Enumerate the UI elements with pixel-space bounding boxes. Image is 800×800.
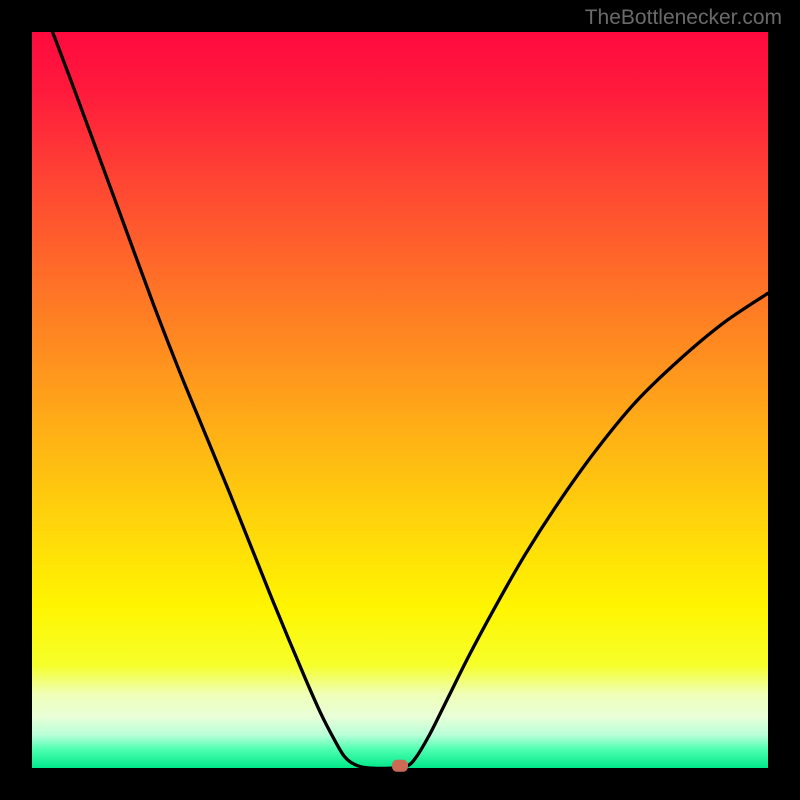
optimum-marker <box>392 760 408 772</box>
watermark-text: TheBottlenecker.com <box>585 6 782 30</box>
bottleneck-chart <box>0 0 800 800</box>
plot-background <box>32 32 768 768</box>
